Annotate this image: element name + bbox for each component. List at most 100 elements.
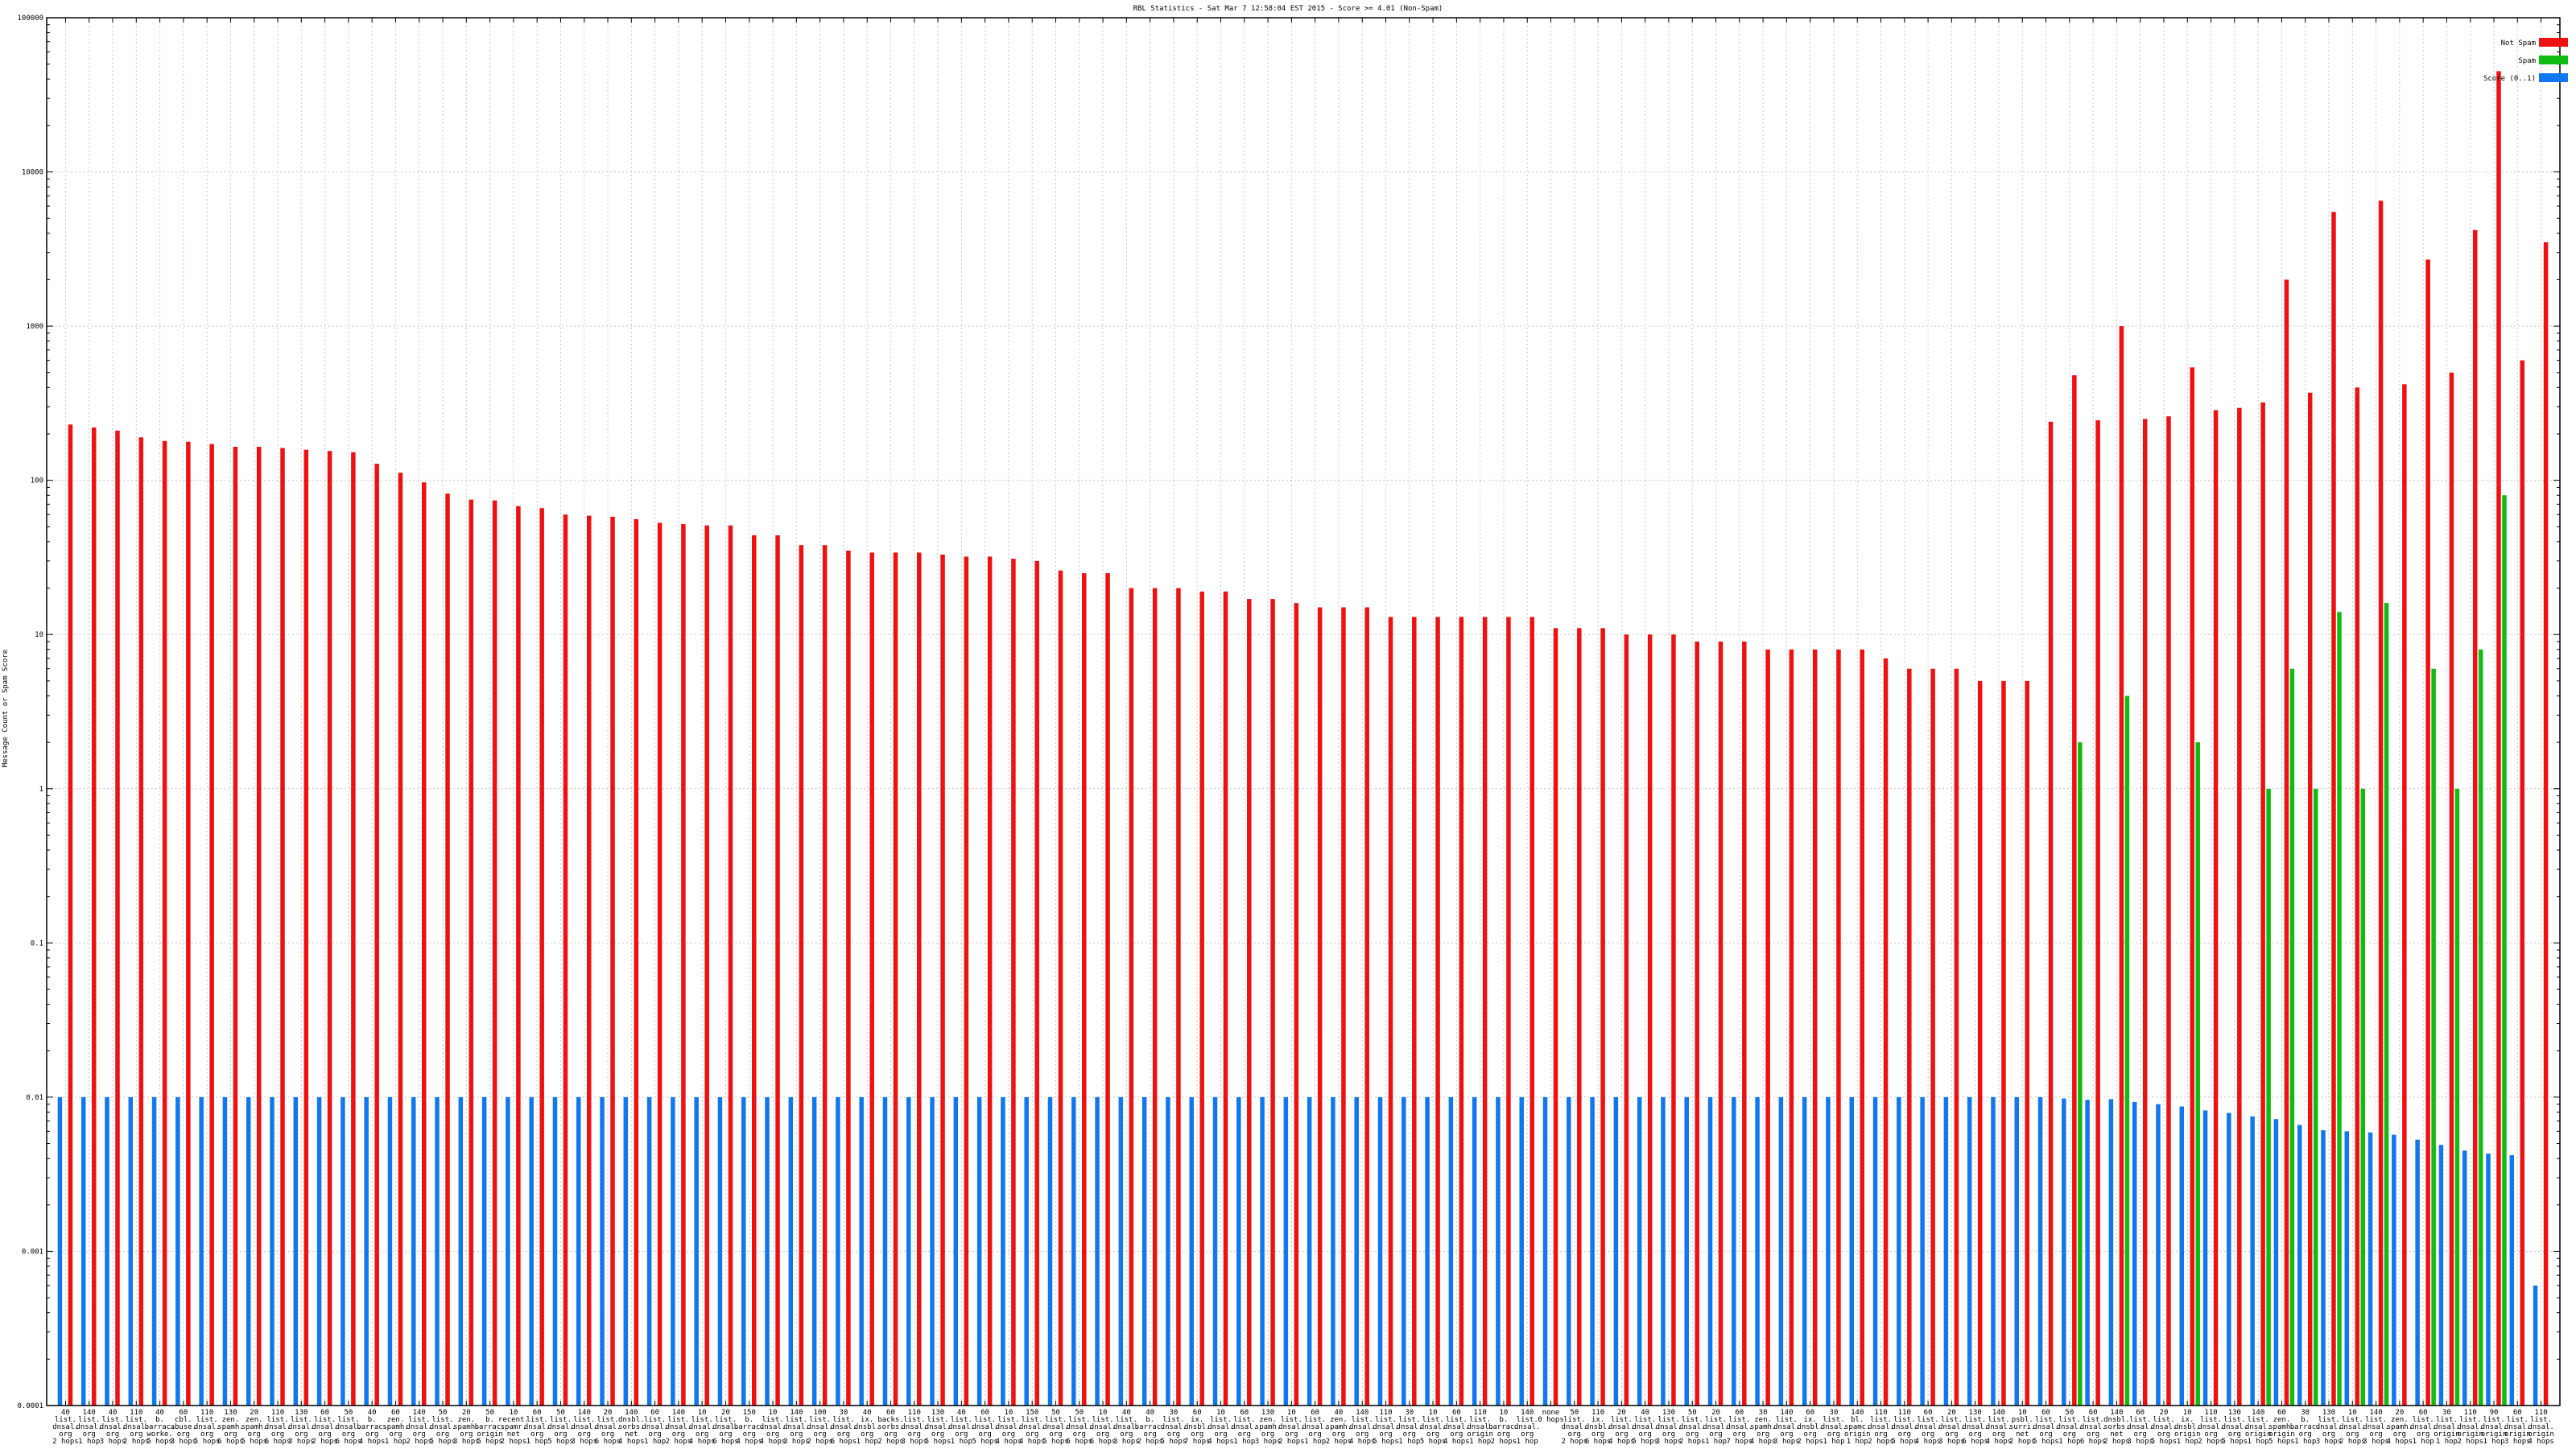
x-tick-label: 110 list. dnsal. org 6 hops (265, 1409, 291, 1446)
x-tick-label: 60 cbl. abuse. org 3 hops (171, 1409, 197, 1446)
bar-score-0-1- (529, 1096, 534, 1406)
bar-not-spam (1388, 617, 1393, 1406)
bar-score-0-1- (2344, 1131, 2350, 1406)
bar-not-spam (445, 493, 450, 1406)
bar-score-0-1- (2509, 1155, 2515, 1406)
legend-label: Score (0..1) (2483, 75, 2536, 83)
bar-not-spam (1577, 628, 1582, 1406)
bar-not-spam (421, 482, 427, 1406)
x-tick-label: 10 list. dnsal. org 4 hops (996, 1409, 1022, 1446)
bar-not-spam (752, 535, 757, 1406)
bar-not-spam (1812, 649, 1818, 1406)
bar-not-spam (964, 556, 969, 1406)
bar-score-0-1- (2062, 1098, 2066, 1406)
bar-score-0-1- (175, 1096, 180, 1406)
x-tick-label: 20 list. dnsal. org 3 hops (1938, 1409, 1965, 1446)
bar-not-spam (1058, 570, 1063, 1406)
legend-label: Not Spam (2501, 39, 2536, 47)
x-tick-label: 20 list. dnsal. org 4 hops (1608, 1409, 1635, 1446)
x-tick-label: 10 list. dnsal. org 2 hops (2339, 1409, 2366, 1446)
bar-not-spam (2237, 407, 2242, 1406)
bar-score-0-1- (671, 1096, 675, 1406)
chart-title: RBL Statistics - Sat Mar 7 12:58:04 EST … (1133, 5, 1443, 13)
y-tick-label: 0.1 (31, 939, 43, 947)
y-tick-label: 0.0001 (17, 1402, 43, 1410)
x-tick-label: 130 list. dnsal. org 3 hops (1656, 1409, 1682, 1446)
bar-score-0-1- (1897, 1096, 1901, 1406)
x-tick-label: 150 list. dnsal. org 4 hops (1019, 1409, 1046, 1446)
x-tick-label: 140 list. dnsal. origin 1 hop (2245, 1409, 2272, 1446)
bar-score-0-1- (246, 1096, 251, 1406)
x-tick-label: 60 list. dnsal. origin 3 hops (2504, 1409, 2531, 1446)
y-tick-label: 1000 (26, 323, 43, 331)
bar-not-spam (1034, 560, 1039, 1406)
x-tick-label: 110 list. dnsal. origin 1 hop (1467, 1409, 1493, 1446)
bar-score-0-1- (1872, 1096, 1878, 1406)
bar-score-0-1- (1542, 1096, 1548, 1406)
bar-score-0-1- (1377, 1096, 1383, 1406)
x-tick-label: 60 list. dnsal. org 4 hops (1915, 1409, 1942, 1446)
bar-not-spam (1317, 607, 1323, 1406)
bar-score-0-1- (2202, 1110, 2208, 1406)
x-tick-label: 30 list. dnsal. org 5 hops (1161, 1409, 1187, 1446)
x-tick-label: 50 list. dnsal. org 5 hops (1042, 1409, 1069, 1446)
bar-not-spam (2142, 419, 2148, 1406)
bar-not-spam (1954, 668, 1959, 1406)
bar-not-spam (2449, 372, 2454, 1406)
x-tick-label: 110 list. dnsal. org 2 hops (2198, 1409, 2224, 1446)
y-tick-label: 100000 (17, 14, 43, 23)
x-tick-label: 110 list. dnsal. org 5 hops (194, 1409, 221, 1446)
bar-not-spam (2378, 200, 2384, 1406)
bar-score-0-1- (694, 1096, 699, 1406)
bar-score-0-1- (1778, 1096, 1784, 1406)
bar-score-0-1- (2368, 1132, 2373, 1406)
bar-score-0-1- (105, 1096, 109, 1406)
x-tick-label: 140 list. dnsal. org 2 hops (406, 1409, 432, 1446)
bar-spam (2454, 788, 2460, 1406)
x-tick-label: 140 list. dnsal. org 3 hops (2363, 1409, 2389, 1446)
bar-not-spam (799, 545, 804, 1406)
x-tick-label: 40 b. barrac. org 4 hops (357, 1409, 387, 1446)
bar-score-0-1- (1166, 1096, 1170, 1406)
x-tick-label: 50 list. dnsal. org 2 hops (1679, 1409, 1706, 1446)
y-tick-label: 10 (35, 631, 43, 639)
bar-not-spam (1223, 591, 1228, 1406)
bar-not-spam (1718, 641, 1724, 1406)
bar-score-0-1- (976, 1096, 982, 1406)
bar-score-0-1- (1567, 1096, 1571, 1406)
bar-not-spam (1364, 607, 1369, 1406)
x-tick-label: 60 list. dnsal. org 6 hops (2080, 1409, 2107, 1446)
x-tick-label: 40 list. dnsal. org 2 hops (52, 1409, 79, 1446)
bar-score-0-1- (364, 1096, 369, 1406)
x-tick-label: 20 list. dnsal. org 6 hops (595, 1409, 621, 1446)
bar-not-spam (728, 525, 733, 1406)
x-tick-label: 60 list. dnsal. org 1 hop (1232, 1409, 1258, 1446)
bar-not-spam (1671, 634, 1676, 1406)
bar-score-0-1- (1141, 1096, 1147, 1406)
bar-not-spam (1247, 599, 1252, 1406)
x-tick-label: 40 b. barrac. worke. 5 hops (145, 1409, 175, 1446)
bar-not-spam (492, 500, 497, 1406)
bar-not-spam (846, 551, 851, 1406)
bar-not-spam (469, 499, 474, 1406)
x-tick-label: 60 ix. dnsbl. org 7 hops (1184, 1409, 1211, 1446)
bar-not-spam (987, 556, 993, 1406)
x-tick-label: 50 list. dnsal. org 6 hops (336, 1409, 362, 1446)
x-tick-label: 60 list. dnsal. org 7 hops (1727, 1409, 1753, 1446)
bar-not-spam (1506, 617, 1511, 1406)
bar-not-spam (1270, 599, 1275, 1406)
bar-score-0-1- (1001, 1096, 1005, 1406)
x-tick-label: 110 list. dnsal. origin 4 hops (2528, 1409, 2554, 1446)
x-tick-label: 40 b. barrac. org 2 hops (1135, 1409, 1166, 1446)
bar-score-0-1- (341, 1096, 345, 1406)
x-tick-label: 10 ix. dnsbl. origin 1 hop (2174, 1409, 2201, 1446)
bar-not-spam (2331, 212, 2336, 1406)
bar-not-spam (233, 447, 238, 1406)
x-tick-label: 30 list. dnsal. org 6 hops (831, 1409, 857, 1446)
x-tick-label: 60 list. dnsal. org 1 hop (2410, 1409, 2437, 1446)
x-tick-label: 140 list. dnsal. org 2 hops (666, 1409, 692, 1446)
y-tick-label: 100 (31, 477, 43, 485)
bar-not-spam (2001, 680, 2006, 1406)
bar-score-0-1- (1613, 1096, 1619, 1406)
x-tick-label: 130 list. dnsal. org 5 hops (2222, 1409, 2248, 1446)
